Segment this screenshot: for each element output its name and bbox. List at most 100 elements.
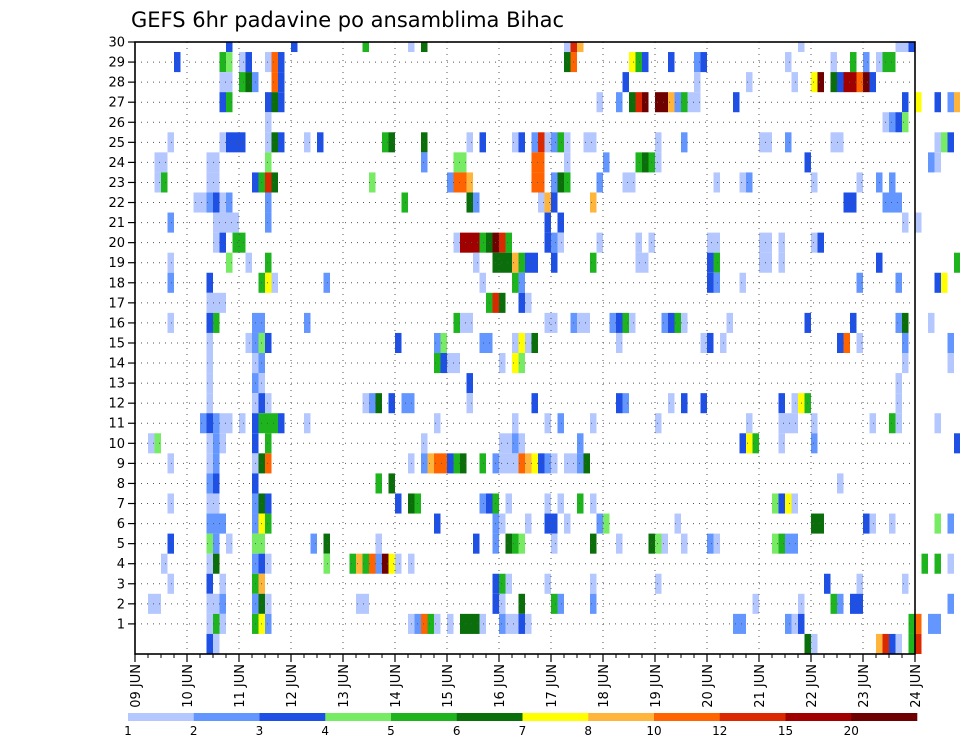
heatmap-cell	[226, 52, 233, 73]
x-tick-label: 11 JUN	[233, 664, 248, 708]
heatmap-cell	[752, 593, 759, 614]
heatmap-cell	[590, 533, 597, 554]
heatmap-cell	[934, 152, 941, 173]
heatmap-cell	[356, 553, 363, 574]
heatmap-cell	[538, 453, 545, 474]
heatmap-cell	[733, 613, 746, 634]
heatmap-cell	[765, 232, 772, 253]
heatmap-cell	[421, 433, 428, 454]
heatmap-cell	[564, 42, 571, 53]
heatmap-cell	[265, 493, 272, 514]
heatmap-cell	[265, 433, 272, 454]
heatmap-cell	[206, 373, 213, 394]
heatmap-cell	[902, 353, 909, 374]
heatmap-cell	[245, 252, 252, 273]
heatmap-cell	[655, 533, 662, 554]
heatmap-cell	[889, 513, 896, 534]
heatmap-cell	[239, 52, 246, 73]
heatmap-cell	[505, 252, 512, 273]
heatmap-cell	[154, 433, 161, 454]
heatmap-cell	[239, 413, 246, 434]
heatmap-cell	[557, 593, 564, 614]
heatmap-cell	[466, 132, 473, 153]
colorbar-label: 3	[256, 724, 264, 738]
y-tick-label: 9	[117, 457, 125, 472]
heatmap-cell	[505, 493, 512, 514]
heatmap-cell	[245, 332, 252, 354]
heatmap-cell	[466, 192, 473, 213]
heatmap-cell	[213, 232, 220, 253]
heatmap-cell	[265, 52, 272, 73]
x-tick-label: 12 JUN	[285, 664, 300, 708]
heatmap-cell	[362, 553, 369, 574]
x-axis-ticks: 09 JUN 10 JUN 11 JUN 12 JUN 13 JUN 14 JUN 15 J…	[129, 654, 924, 708]
heatmap-cell	[557, 413, 564, 434]
heatmap-cell	[544, 413, 551, 434]
heatmap-cell	[700, 52, 707, 73]
heatmap-cell	[557, 172, 564, 193]
heatmap-cell	[551, 232, 558, 253]
heatmap-cell	[226, 132, 246, 153]
heatmap-cell	[551, 132, 558, 153]
heatmap-cell	[759, 252, 766, 273]
heatmap-cell	[830, 52, 837, 73]
heatmap-cell	[499, 513, 506, 534]
heatmap-cell	[531, 252, 538, 273]
heatmap-cell	[577, 433, 584, 454]
y-tick-label: 19	[108, 256, 125, 271]
heatmap-cell	[863, 513, 870, 534]
heatmap-cell	[616, 312, 623, 333]
heatmap-cell	[252, 533, 265, 554]
heatmap-cell	[518, 292, 525, 313]
heatmap-cell	[915, 613, 922, 634]
heatmap-cell	[557, 232, 564, 253]
y-tick-label: 8	[117, 477, 125, 492]
heatmap-cell	[765, 132, 772, 153]
heatmap-cell	[811, 513, 818, 534]
heatmap-cell	[902, 212, 909, 233]
heatmap-cell	[590, 593, 597, 614]
y-tick-label: 21	[108, 216, 125, 231]
heatmap-cell	[811, 172, 818, 193]
heatmap-cell	[219, 413, 226, 434]
heatmap-cell	[213, 473, 220, 494]
heatmap-cell	[811, 232, 818, 253]
colorbar-label: 7	[519, 724, 527, 738]
heatmap-cell	[265, 212, 272, 233]
heatmap-cell	[499, 573, 506, 594]
heatmap-cell	[460, 453, 467, 474]
heatmap-cell	[934, 132, 941, 153]
heatmap-cell	[856, 72, 863, 93]
y-tick-label: 4	[117, 557, 125, 572]
heatmap-cell	[434, 413, 441, 434]
heatmap-cell	[447, 453, 454, 474]
heatmap-cell	[837, 473, 844, 494]
heatmap-cell	[505, 232, 512, 253]
heatmap-cell	[525, 332, 532, 354]
heatmap-cell	[544, 493, 551, 514]
heatmap-cell	[694, 92, 701, 113]
heatmap-cell	[616, 332, 623, 354]
heatmap-cell	[271, 72, 278, 93]
heatmap-cell	[681, 132, 688, 153]
heatmap-cell	[531, 132, 538, 153]
heatmap-cell	[902, 573, 909, 594]
heatmap-cell	[213, 192, 220, 213]
heatmap-cell	[947, 92, 954, 113]
heatmap-cell	[850, 593, 863, 614]
heatmap-cell	[206, 593, 213, 614]
heatmap-cell	[213, 433, 220, 454]
heatmap-cell	[947, 593, 954, 614]
heatmap-cell	[479, 493, 486, 514]
heatmap-cell	[499, 232, 506, 253]
heatmap-cell	[518, 332, 525, 354]
heatmap-cell	[661, 312, 668, 333]
heatmap-cell	[902, 92, 909, 113]
colorbar-swatch	[128, 713, 195, 721]
heatmap-cell	[785, 533, 798, 554]
x-tick-label: 17 JUN	[545, 664, 560, 708]
colorbar-swatch	[325, 713, 392, 721]
heatmap-cell	[622, 172, 629, 193]
heatmap-cell	[681, 533, 688, 554]
heatmap-cell	[512, 252, 519, 273]
